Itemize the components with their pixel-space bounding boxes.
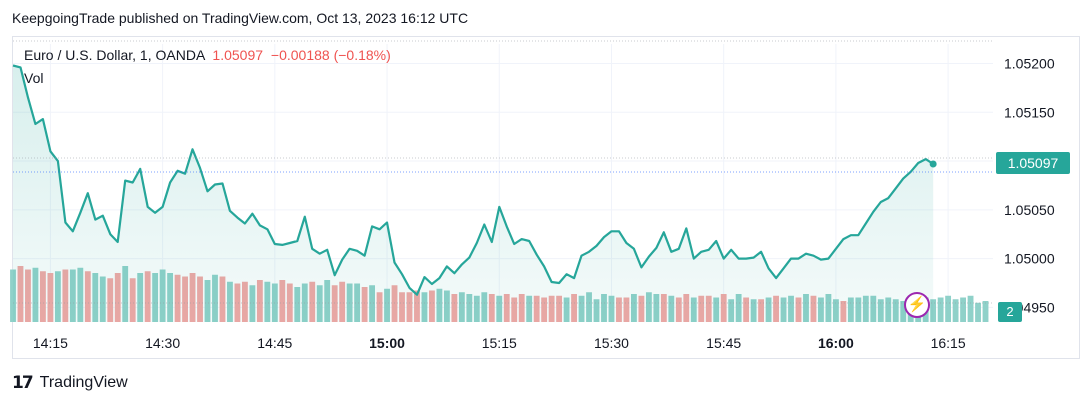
tradingview-logo-icon: 17	[12, 373, 34, 393]
y-tick-label: 1.05200	[1004, 56, 1055, 72]
x-tick-label: 14:30	[145, 335, 180, 351]
lightning-alert-icon[interactable]: ⚡	[904, 292, 930, 318]
y-tick-label: 1.05000	[1004, 251, 1055, 267]
x-tick-label: 15:30	[594, 335, 629, 351]
price-line	[12, 64, 934, 296]
x-tick-label: 15:15	[482, 335, 517, 351]
volume-bar	[975, 302, 981, 322]
volume-bar	[945, 295, 952, 322]
chart-frame[interactable]	[12, 36, 1080, 359]
price-axis: 1.052001.051501.051001.050501.050001.049…	[1004, 56, 1055, 316]
last-price-dot	[929, 160, 937, 168]
legend-change: −0.00188 (−0.18%)	[270, 47, 391, 63]
y-tick-label: 1.05050	[1004, 202, 1055, 218]
symbol-legend[interactable]: Euro / U.S. Dollar, 1, OANDA 1.05097 −0.…	[24, 47, 391, 63]
x-tick-label: 16:00	[818, 335, 854, 351]
x-tick-label: 15:00	[369, 335, 405, 351]
x-tick-label: 16:15	[931, 335, 966, 351]
line-layer	[12, 40, 993, 304]
time-axis: 14:15 14:30 14:45 15:00 15:15 15:30 15:45 16:00…	[33, 335, 966, 351]
volume-bar	[937, 297, 944, 322]
brand-name: TradingView	[39, 374, 128, 391]
symbol-name[interactable]: Euro / U.S. Dollar, 1, OANDA	[24, 47, 205, 63]
legend-price: 1.05097	[212, 47, 264, 63]
area-layer	[13, 65, 934, 322]
x-tick-label: 15:45	[706, 335, 741, 351]
volume-bar	[952, 299, 959, 322]
y-tick-label: 1.05150	[1004, 104, 1055, 120]
volume-bar	[960, 297, 966, 322]
last-price-badge: 1.05097	[996, 152, 1070, 174]
x-tick-label: 14:15	[33, 335, 68, 351]
x-tick-label: 14:45	[257, 335, 292, 351]
volume-bar	[967, 295, 974, 322]
volume-bar	[982, 301, 989, 322]
volume-legend[interactable]: Vol	[24, 70, 44, 86]
publish-line: KeepgoingTrade published on TradingView.…	[12, 10, 469, 26]
price-area	[13, 65, 934, 322]
last-volume-badge: 2	[998, 302, 1022, 322]
tradingview-brand[interactable]: 17 TradingView	[12, 373, 128, 393]
